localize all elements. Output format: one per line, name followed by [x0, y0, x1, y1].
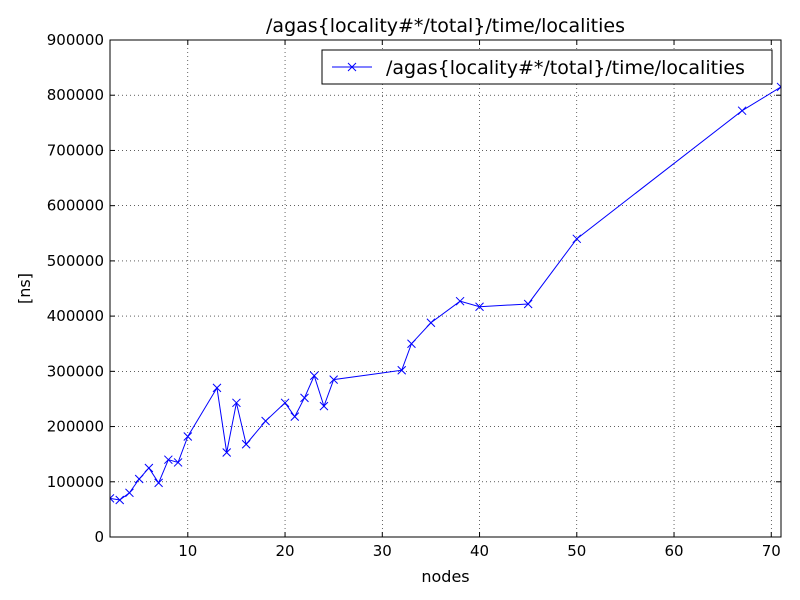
series-layer [110, 82, 781, 505]
data-point-marker [407, 339, 416, 349]
data-point-marker [212, 383, 222, 393]
data-point-marker [280, 398, 290, 408]
legend: /agas{locality#*/total}/time/localities [321, 49, 773, 85]
series-line [110, 86, 781, 501]
data-point-marker [154, 478, 163, 488]
data-point-marker [397, 365, 407, 375]
legend-label: /agas{locality#*/total}/time/localities [386, 57, 745, 79]
data-point-marker [115, 495, 125, 505]
plot-frame [109, 39, 782, 538]
data-point-marker [232, 398, 241, 408]
data-point-marker [455, 296, 465, 306]
data-point-marker [426, 318, 436, 328]
y-axis-label: [ns] [15, 273, 34, 304]
y-tick-label: 500000 [47, 252, 104, 270]
x-tick-label: 30 [373, 542, 392, 560]
legend-marker-icon [347, 62, 357, 72]
y-tick-label: 300000 [47, 362, 104, 380]
y-tick-label: 600000 [47, 197, 104, 215]
y-tick-label: 0 [94, 528, 104, 546]
x-tick-label: 60 [664, 542, 683, 560]
data-point-marker [261, 416, 270, 426]
axis-ticks: 10 20 30 40 50 60 70 0 100000 200000 300000 400000 5… [47, 31, 781, 560]
data-point-marker [163, 455, 173, 465]
data-point-marker [222, 448, 232, 457]
data-point-marker [300, 393, 309, 403]
data-point-marker [125, 488, 134, 498]
y-tick-label: 700000 [47, 141, 104, 159]
x-tick-label: 40 [470, 542, 489, 560]
data-point-marker [290, 412, 300, 421]
x-axis-label: nodes [421, 567, 469, 586]
data-point-marker [329, 375, 339, 384]
y-tick-label: 400000 [47, 307, 104, 325]
data-point-marker [737, 106, 747, 116]
data-point-marker [776, 82, 781, 92]
y-tick-label: 100000 [47, 473, 104, 491]
legend-box [321, 49, 773, 85]
data-point-marker [241, 439, 251, 449]
data-point-marker [523, 299, 533, 309]
data-point-marker [475, 302, 484, 312]
data-point-marker [183, 432, 193, 441]
data-point-marker [319, 401, 329, 411]
x-tick-label: 50 [567, 542, 586, 560]
y-tick-label: 900000 [47, 31, 104, 49]
data-point-marker [134, 474, 144, 484]
x-tick-label: 70 [762, 542, 781, 560]
y-tick-label: 200000 [47, 418, 104, 436]
chart-title: /agas{locality#*/total}/time/localities [266, 15, 625, 37]
data-point-marker [173, 458, 183, 467]
data-point-marker [144, 463, 154, 473]
x-tick-label: 10 [178, 542, 197, 560]
data-point-marker [309, 371, 319, 381]
data-point-marker [110, 493, 115, 503]
legend-x-marker [347, 62, 357, 72]
grid-lines [110, 39, 781, 538]
x-tick-label: 20 [275, 542, 294, 560]
data-point-marker [572, 234, 582, 244]
series-group [110, 82, 781, 505]
y-tick-label: 800000 [47, 86, 104, 104]
